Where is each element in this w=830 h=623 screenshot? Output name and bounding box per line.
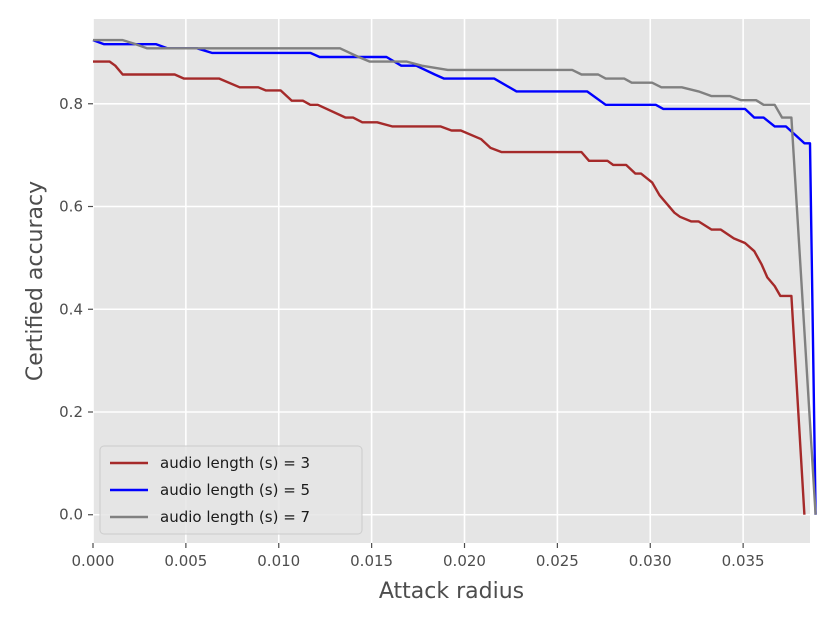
series-line-3 [93,38,817,515]
legend-entry: audio length (s) = 7 [160,508,310,526]
x-tick-label: 0.025 [536,552,579,570]
series-lines [92,38,817,515]
x-axis-label: Attack radius [379,579,524,604]
x-tick-label: 0.020 [443,552,486,570]
legend: audio length (s) = 3 audio length (s) = 5… [99,445,363,535]
x-axis-ticks: 0.000 0.005 0.010 0.015 0.020 0.025 0.030 0.035 [72,543,765,570]
legend-entry: audio length (s) = 5 [160,481,310,499]
x-tick-label: 0.015 [350,552,393,570]
y-axis-label: Certified accuracy [23,181,48,381]
y-axis-ticks: 0.0 0.2 0.4 0.6 0.8 [59,95,93,524]
legend-entry: audio length (s) = 3 [160,454,310,472]
x-tick-label: 0.030 [629,552,672,570]
x-tick-label: 0.005 [164,552,207,570]
y-tick-label: 0.8 [59,95,83,113]
y-tick-label: 0.4 [59,300,83,318]
series-line-1 [93,60,806,515]
y-tick-label: 0.2 [59,403,83,421]
legend-box [99,445,363,535]
y-tick-label: 0.0 [59,506,83,524]
x-tick-label: 0.000 [72,552,115,570]
x-tick-label: 0.035 [722,552,765,570]
y-tick-label: 0.6 [59,198,83,216]
x-tick-label: 0.010 [257,552,300,570]
